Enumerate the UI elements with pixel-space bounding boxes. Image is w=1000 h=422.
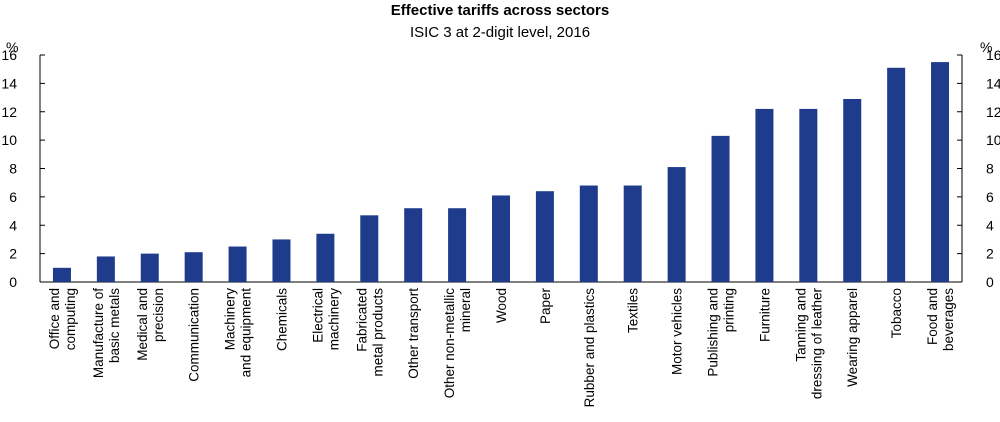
x-tick-label-line: machinery [326, 288, 341, 351]
y-tick-label-left: 12 [1, 104, 17, 120]
bar [96, 256, 115, 282]
bar [579, 185, 598, 282]
x-tick-label-line: Fabricated [354, 288, 369, 352]
x-tick-label: Textiles [626, 288, 641, 333]
x-tick-label-line: and equipment [239, 288, 254, 378]
x-tick-label: Machineryand equipment [223, 288, 254, 378]
y-tick-label-left: 0 [9, 274, 17, 290]
x-tick-label-line: metal products [370, 288, 385, 377]
y-tick-label-left: 4 [9, 217, 17, 233]
x-tick-label-line: Textiles [626, 288, 641, 333]
x-tick-label: Paper [538, 288, 553, 325]
x-tick-label: Motor vehicles [670, 288, 685, 375]
x-tick-label-line: Tanning and [793, 288, 808, 362]
x-tick-label-line: Publishing and [706, 288, 721, 377]
x-tick-label-line: Other transport [406, 288, 421, 379]
bar [887, 67, 906, 282]
y-tick-label-right: 8 [986, 161, 994, 177]
x-tick-label: Fabricatedmetal products [354, 288, 385, 377]
x-tick-label-line: Rubber and plastics [582, 288, 597, 408]
x-tick-label: Chemicals [274, 288, 289, 351]
y-tick-label-right: 4 [986, 217, 994, 233]
x-tick-label-line: Other non-metallic [442, 288, 457, 399]
x-tick-label: Other transport [406, 288, 421, 379]
bar [535, 191, 554, 282]
x-tick-label-line: Furniture [757, 288, 772, 342]
x-tick-label: Publishing andprinting [706, 288, 737, 377]
x-tick-label-line: Machinery [223, 288, 238, 351]
x-tick-label: Manufacture ofbasic metals [91, 288, 122, 378]
bar [711, 135, 730, 282]
x-tick-label-line: precision [151, 288, 166, 342]
x-tick-label: Tanning anddressing of leather [793, 288, 824, 400]
x-tick-label-line: dressing of leather [809, 288, 824, 400]
x-tick-label: Other non-metallicmineral [442, 288, 473, 399]
bar [316, 233, 335, 282]
bar [755, 108, 774, 282]
x-tick-label: Office andcomputing [47, 288, 78, 350]
bar [272, 239, 291, 282]
chart-subtitle: ISIC 3 at 2-digit level, 2016 [410, 24, 590, 41]
y-tick-label-right: 14 [986, 75, 1000, 91]
x-tick-label-line: computing [63, 288, 78, 350]
x-tick-label: Communication [187, 288, 202, 382]
bar [667, 167, 686, 282]
y-tick-label-left: 14 [1, 75, 17, 91]
x-tick-label-line: Office and [47, 288, 62, 349]
x-tick-label-line: beverages [941, 288, 956, 351]
bar [843, 98, 862, 282]
x-tick-label-line: mineral [458, 288, 473, 332]
bar [492, 195, 510, 282]
y-tick-label-right: 12 [986, 104, 1000, 120]
x-tick-label-line: Manufacture of [91, 288, 106, 378]
y-tick-label-left: 10 [1, 132, 17, 148]
x-tick-label: Food andbeverages [925, 288, 956, 351]
y-tick-label-left: 6 [9, 189, 17, 205]
x-tick-label-line: basic metals [107, 288, 122, 363]
bar [52, 267, 71, 282]
bar [228, 246, 247, 282]
x-tick-label: Rubber and plastics [582, 288, 597, 408]
x-tick-label: Electricalmachinery [310, 288, 341, 351]
bar [799, 108, 818, 282]
y-tick-label-right: 2 [986, 246, 994, 262]
x-tick-label: Medical andprecision [135, 288, 166, 361]
x-tick-label: Tobacco [889, 288, 904, 338]
x-tick-label-line: Wood [494, 288, 509, 323]
y-tick-label-right: 10 [986, 132, 1000, 148]
x-tick-label-line: Food and [925, 288, 940, 345]
y-tick-label-left: 8 [9, 161, 17, 177]
x-tick-label-line: Chemicals [274, 288, 289, 351]
bar [404, 208, 423, 282]
y-tick-label-right: 6 [986, 189, 994, 205]
bar [623, 185, 642, 282]
x-tick-label: Furniture [757, 288, 772, 342]
x-tick-label-line: Medical and [135, 288, 150, 361]
x-tick-label-line: Communication [187, 288, 202, 382]
bar [448, 208, 467, 282]
x-tick-label: Wearing apparel [845, 288, 860, 387]
y-tick-label-left: 16 [1, 47, 17, 63]
right-axis-unit: % [980, 39, 992, 55]
chart-title: Effective tariffs across sectors [391, 2, 609, 19]
x-tick-label-line: Motor vehicles [670, 288, 685, 375]
bar [360, 215, 379, 282]
bar [931, 62, 950, 282]
x-tick-label-line: Tobacco [889, 288, 904, 338]
x-tick-label-line: printing [722, 288, 737, 332]
left-axis-unit: % [6, 39, 18, 55]
x-tick-label-line: Wearing apparel [845, 288, 860, 387]
x-tick-label: Wood [494, 288, 509, 323]
y-tick-label-right: 16 [986, 47, 1000, 63]
bar [184, 252, 203, 282]
x-tick-label-line: Electrical [310, 288, 325, 343]
y-tick-label-left: 2 [9, 246, 17, 262]
y-tick-label-right: 0 [986, 274, 994, 290]
x-tick-label-line: Paper [538, 288, 553, 325]
bar [140, 253, 159, 282]
